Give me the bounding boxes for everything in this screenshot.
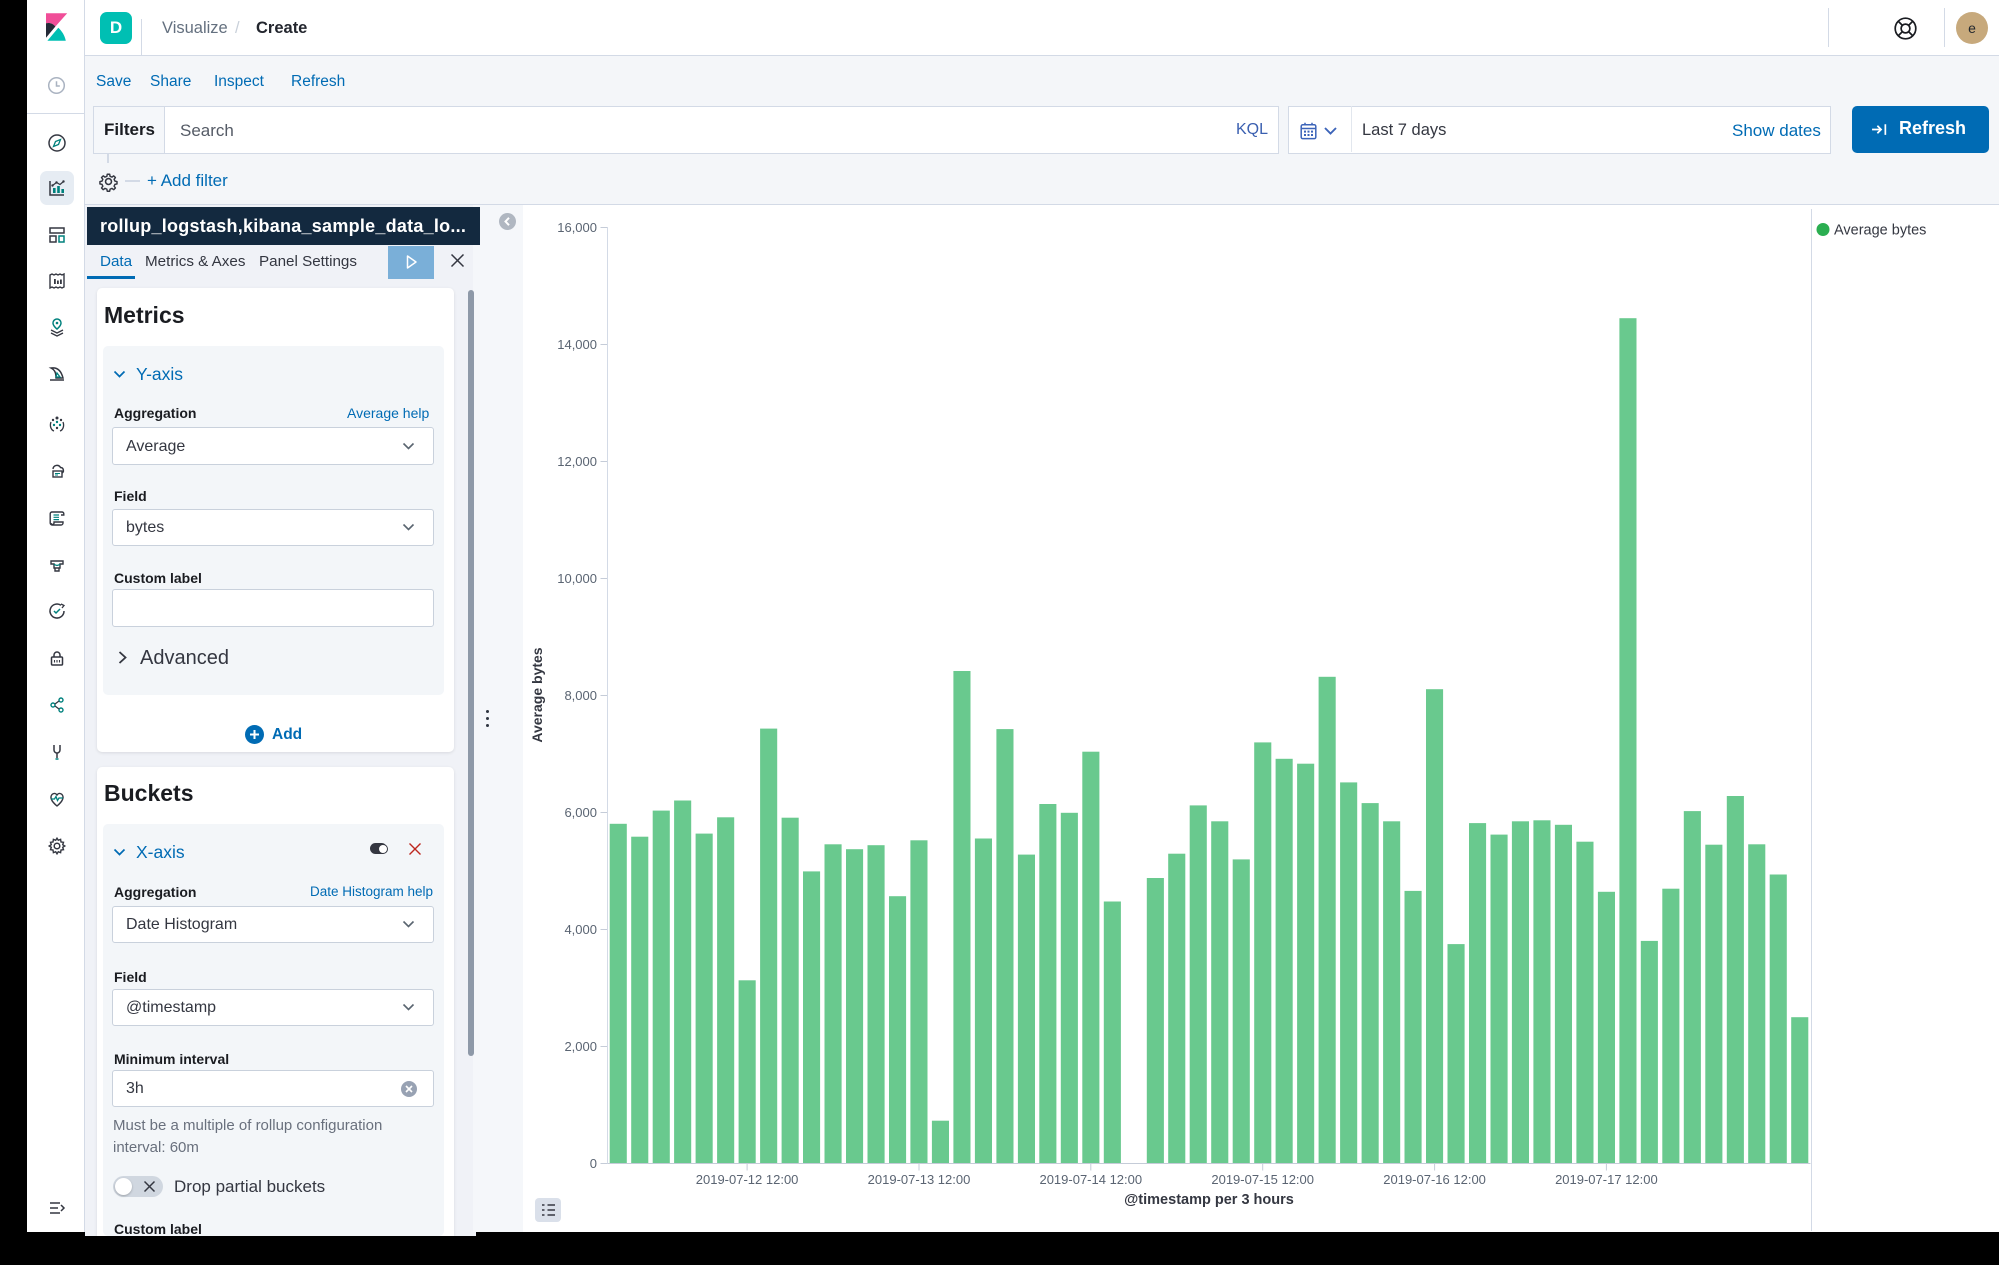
svg-text:8,000: 8,000 xyxy=(564,688,597,703)
svg-text:12,000: 12,000 xyxy=(557,454,597,469)
svg-text:Average bytes: Average bytes xyxy=(529,647,545,742)
svg-text:2019-07-14 12:00: 2019-07-14 12:00 xyxy=(1039,1172,1142,1187)
svg-text:2019-07-12 12:00: 2019-07-12 12:00 xyxy=(696,1172,799,1187)
svg-text:16,000: 16,000 xyxy=(557,220,597,235)
svg-text:@timestamp per 3 hours: @timestamp per 3 hours xyxy=(1124,1192,1294,1208)
svg-text:10,000: 10,000 xyxy=(557,571,597,586)
svg-text:2019-07-15 12:00: 2019-07-15 12:00 xyxy=(1211,1172,1314,1187)
svg-text:2019-07-13 12:00: 2019-07-13 12:00 xyxy=(868,1172,971,1187)
svg-text:4,000: 4,000 xyxy=(564,922,597,937)
svg-text:0: 0 xyxy=(590,1156,597,1171)
svg-text:2,000: 2,000 xyxy=(564,1039,597,1054)
svg-text:Average bytes: Average bytes xyxy=(1834,223,1926,239)
svg-text:6,000: 6,000 xyxy=(564,805,597,820)
svg-text:14,000: 14,000 xyxy=(557,337,597,352)
svg-text:2019-07-16 12:00: 2019-07-16 12:00 xyxy=(1383,1172,1486,1187)
svg-text:2019-07-17 12:00: 2019-07-17 12:00 xyxy=(1555,1172,1658,1187)
